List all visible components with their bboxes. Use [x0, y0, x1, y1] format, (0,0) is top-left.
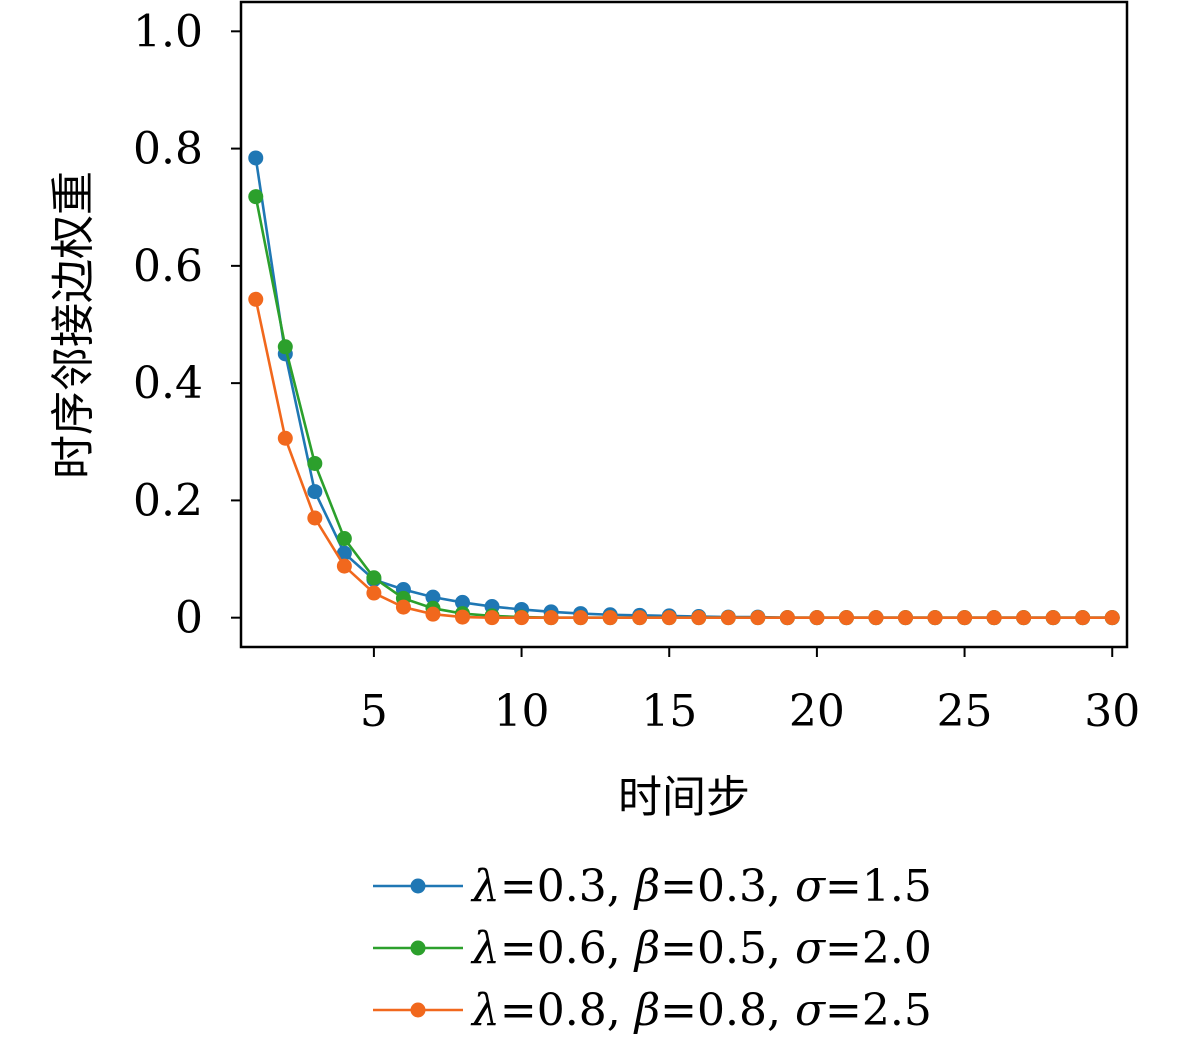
data-point: [632, 610, 648, 626]
legend: λ=0.3, β=0.3, σ=1.5 λ=0.6, β=0.5, σ=2.0 λ=…: [373, 861, 932, 1036]
data-point: [1016, 610, 1032, 626]
data-point: [1075, 610, 1091, 626]
legend-marker: [410, 940, 426, 956]
data-point: [809, 610, 825, 626]
data-point: [248, 291, 264, 307]
x-tick-label: 30: [1084, 686, 1140, 737]
y-tick-label: 1.0: [133, 6, 203, 57]
y-tick-label: 0.8: [133, 124, 203, 175]
y-tick-label: 0: [175, 593, 203, 644]
legend-label: λ=0.8, β=0.8, σ=2.5: [470, 985, 932, 1036]
data-point: [573, 610, 589, 626]
x-tick-label: 15: [641, 686, 697, 737]
data-point: [248, 189, 264, 205]
ticks: 0 0.2 0.4 0.6 0.8 1.0 5 10 15 20 25 30: [133, 6, 1140, 737]
data-point: [868, 610, 884, 626]
data-point: [307, 484, 323, 500]
series-line: [254, 196, 1113, 619]
data-point: [720, 610, 736, 626]
data-point: [455, 609, 470, 625]
data-point: [661, 610, 677, 626]
legend-marker: [410, 1002, 426, 1018]
series-line: [254, 157, 1113, 619]
x-tick-label: 25: [937, 686, 993, 737]
series-line: [254, 299, 1113, 619]
data-point: [779, 610, 795, 626]
data-point: [543, 610, 559, 626]
plot-frame: [239, 0, 1129, 649]
x-tick-label: 10: [494, 686, 550, 737]
series-1: [248, 150, 1120, 626]
y-tick-label: 0.4: [133, 358, 203, 409]
data-point: [898, 610, 913, 626]
data-point: [366, 570, 382, 586]
y-tick-label: 0.6: [133, 241, 203, 292]
data-point: [602, 610, 618, 626]
data-point: [1104, 610, 1120, 626]
series-layer: [248, 150, 1120, 626]
series-3: [248, 291, 1120, 626]
data-point: [957, 610, 973, 626]
data-point: [336, 531, 352, 547]
data-point: [336, 545, 352, 561]
data-point: [514, 610, 530, 626]
data-point: [425, 606, 441, 622]
data-point: [277, 430, 293, 446]
data-point: [455, 594, 470, 610]
legend-label: λ=0.6, β=0.5, σ=2.0: [470, 923, 932, 974]
legend-marker: [410, 878, 426, 894]
data-point: [366, 585, 382, 601]
data-point: [307, 510, 323, 526]
data-point: [927, 610, 943, 626]
data-point: [277, 339, 293, 355]
y-tick-label: 0.2: [133, 475, 203, 526]
data-point: [395, 599, 411, 615]
y-axis-title: 时序邻接边权重: [48, 171, 99, 479]
data-point: [484, 610, 500, 626]
data-point: [425, 589, 441, 605]
data-point: [307, 455, 323, 471]
legend-item: λ=0.3, β=0.3, σ=1.5: [373, 861, 932, 912]
legend-item: λ=0.8, β=0.8, σ=2.5: [373, 985, 932, 1036]
legend-item: λ=0.6, β=0.5, σ=2.0: [373, 923, 932, 974]
data-point: [248, 150, 264, 166]
legend-label: λ=0.3, β=0.3, σ=1.5: [470, 861, 932, 912]
data-point: [691, 610, 707, 626]
data-point: [750, 610, 766, 626]
data-point: [1045, 610, 1061, 626]
x-axis-title: 时间步: [618, 772, 750, 823]
data-point: [336, 558, 352, 574]
x-tick-label: 5: [360, 686, 388, 737]
x-tick-label: 20: [789, 686, 845, 737]
data-point: [838, 610, 854, 626]
data-point: [986, 610, 1002, 626]
series-2: [248, 189, 1120, 626]
